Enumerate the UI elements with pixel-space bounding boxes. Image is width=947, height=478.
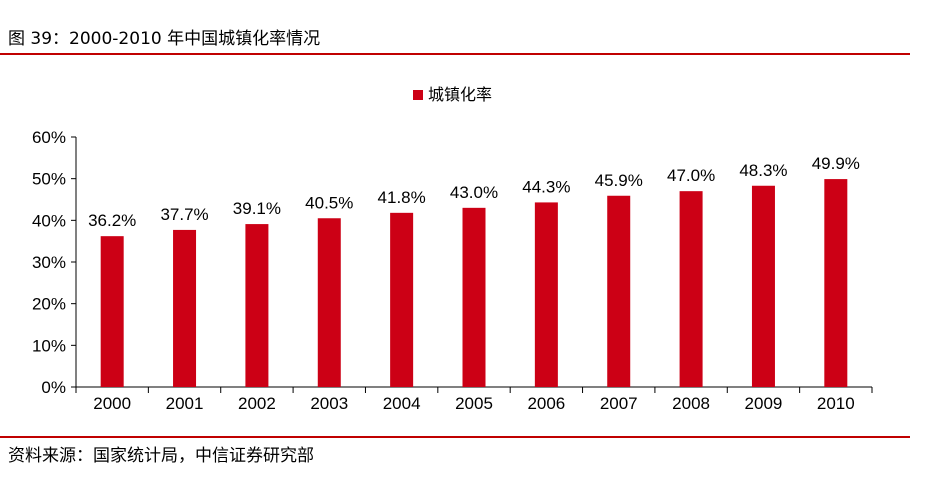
x-tick-label: 2005 — [455, 394, 493, 413]
y-tick-label: 30% — [32, 253, 66, 272]
x-tick-label: 2003 — [310, 394, 348, 413]
data-label: 47.0% — [667, 166, 715, 185]
bar — [534, 202, 558, 387]
data-label: 40.5% — [305, 193, 353, 212]
x-tick-label: 2009 — [745, 394, 783, 413]
x-tick-label: 2002 — [238, 394, 276, 413]
urbanization-bar-chart: 城镇化率 0% 10% 20% 30% 40% 50% 60% 36.2% 2000 37.7% 20… — [32, 86, 873, 413]
bar — [824, 179, 848, 387]
data-label: 44.3% — [522, 177, 570, 196]
legend-swatch — [413, 90, 423, 100]
y-tick-label: 20% — [32, 295, 66, 314]
x-tick-label: 2001 — [166, 394, 204, 413]
data-label: 49.9% — [812, 154, 860, 173]
bar — [679, 191, 703, 387]
data-label: 43.0% — [450, 183, 498, 202]
data-label: 39.1% — [233, 199, 281, 218]
y-tick-label: 10% — [32, 336, 66, 355]
x-tick-label: 2000 — [93, 394, 131, 413]
data-label: 45.9% — [595, 171, 643, 190]
y-tick-label: 50% — [32, 170, 66, 189]
bar — [173, 229, 197, 387]
data-label: 41.8% — [378, 188, 426, 207]
x-tick-label: 2010 — [817, 394, 855, 413]
x-tick-label: 2008 — [672, 394, 710, 413]
legend-label: 城镇化率 — [428, 86, 492, 104]
y-tick-label: 60% — [32, 128, 66, 147]
x-tick-label: 2006 — [527, 394, 565, 413]
bar — [390, 212, 414, 387]
data-label: 37.7% — [160, 205, 208, 224]
bottom-divider — [0, 436, 910, 438]
bar — [607, 195, 631, 387]
bar — [751, 185, 775, 387]
figure-caption: 图 39：2000-2010 年中国城镇化率情况 — [8, 29, 321, 49]
y-tick-label: 40% — [32, 211, 66, 230]
data-label: 48.3% — [739, 161, 787, 180]
x-tick-label: 2007 — [600, 394, 638, 413]
top-divider — [0, 53, 910, 55]
source-note: 资料来源：国家统计局，中信证券研究部 — [8, 446, 314, 466]
bar — [100, 236, 124, 387]
y-tick-label: 0% — [41, 378, 66, 397]
bar — [245, 224, 269, 387]
x-tick-label: 2004 — [383, 394, 421, 413]
data-label: 36.2% — [88, 211, 136, 230]
bar — [317, 218, 341, 387]
bar — [462, 207, 486, 387]
